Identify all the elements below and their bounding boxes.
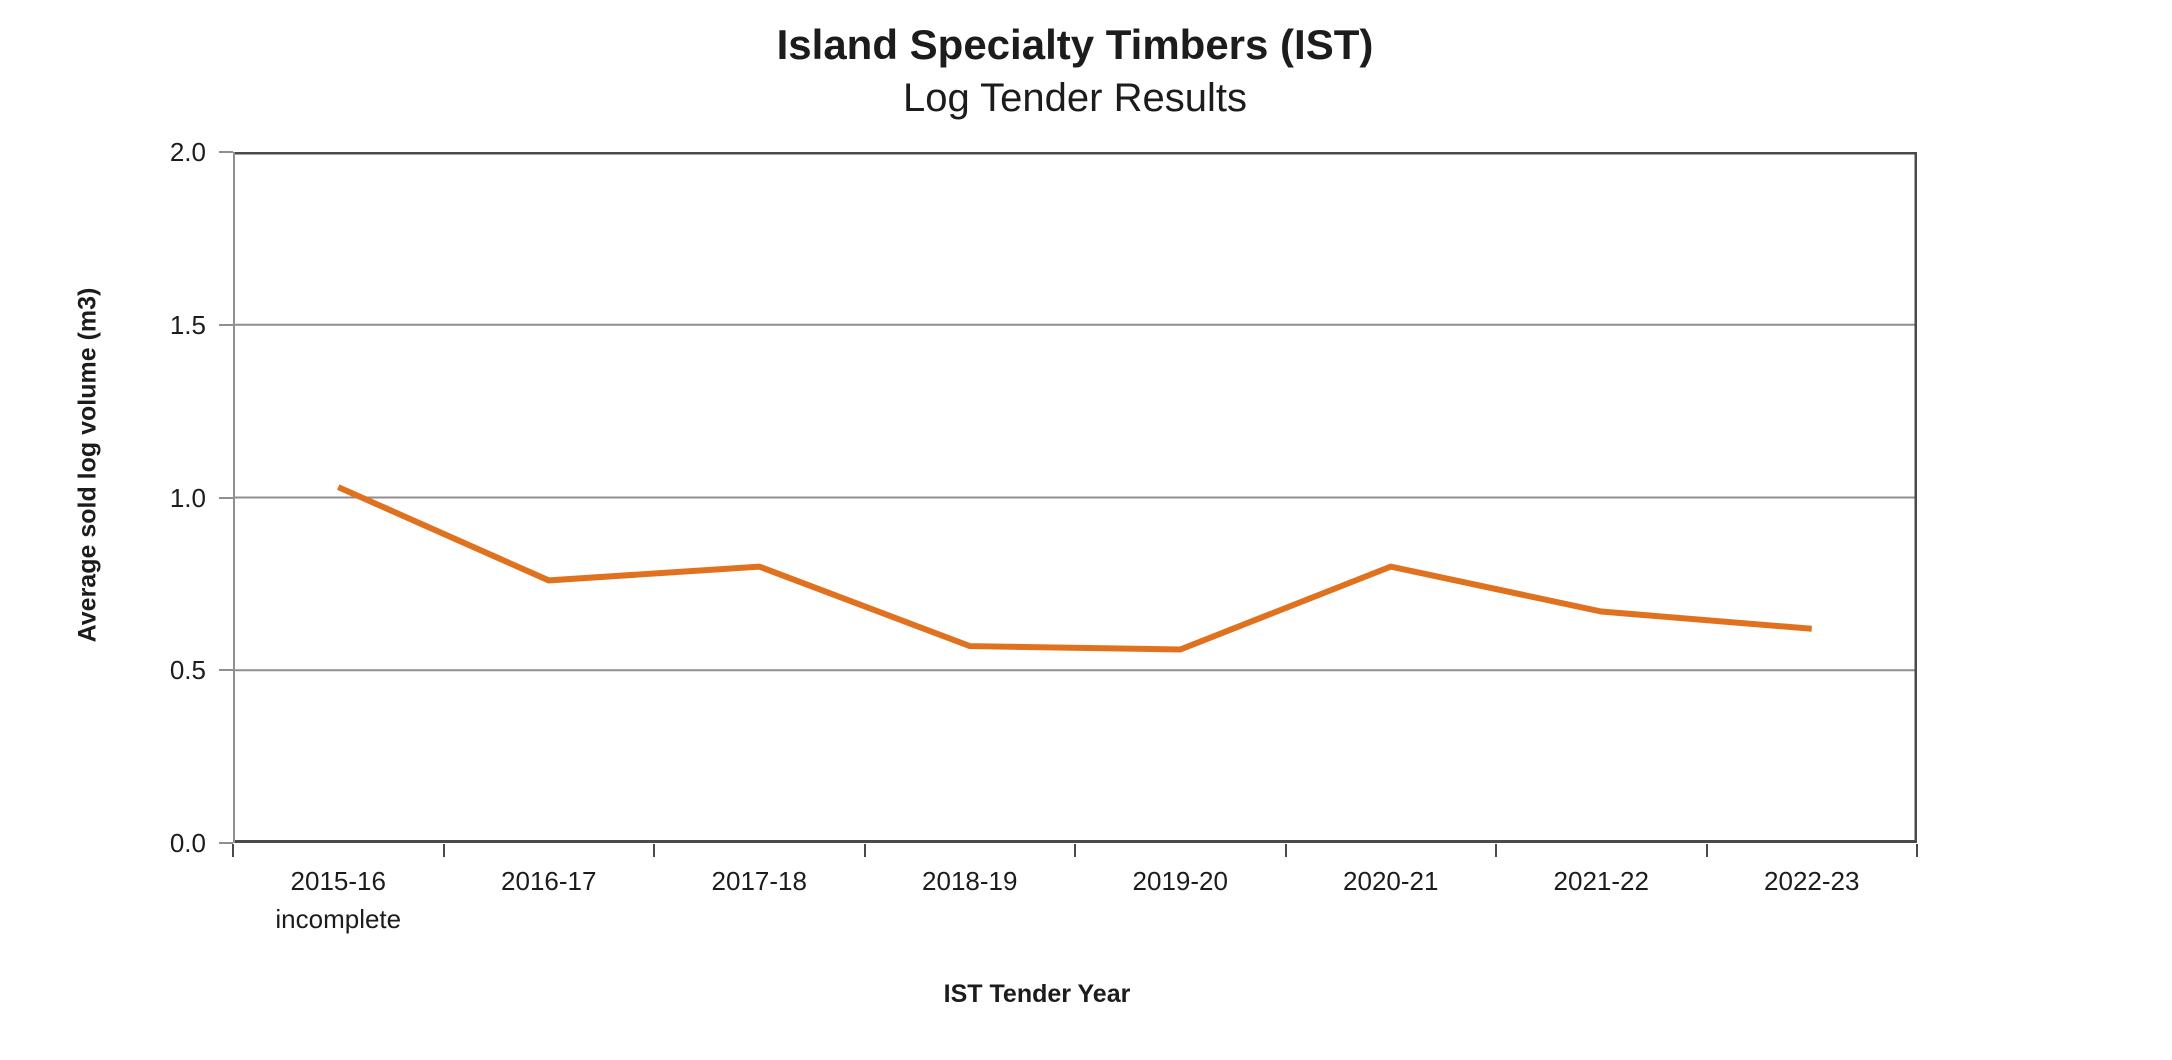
y-tick-mark	[219, 496, 233, 499]
x-tick-label: 2021-22	[1495, 862, 1707, 900]
x-tick-mark	[1705, 844, 1708, 857]
x-tick-label: 2019-20	[1074, 862, 1286, 900]
y-tick-label: 0.5	[169, 655, 206, 686]
x-tick-label: 2018-19	[864, 862, 1076, 900]
x-tick-label-line: 2016-17	[501, 866, 597, 896]
x-tick-mark	[863, 844, 866, 857]
x-tick-label-line: 2020-21	[1343, 866, 1439, 896]
y-tick-label: 1.5	[169, 309, 206, 340]
y-tick-mark	[219, 323, 233, 326]
y-tick-mark	[219, 669, 233, 672]
x-tick-label: 2022-23	[1706, 862, 1918, 900]
y-tick-mark	[219, 151, 233, 153]
y-tick-label: 0.0	[169, 828, 206, 858]
x-tick-label: 2016-17	[443, 862, 655, 900]
chart-subtitle: Log Tender Results	[903, 76, 1247, 120]
chart-title: Island Specialty Timbers (IST)	[776, 21, 1374, 68]
x-tick-label-line: incomplete	[275, 904, 402, 934]
x-tick-mark	[1495, 844, 1497, 857]
x-tick-mark	[1916, 844, 1918, 857]
y-tick-mark	[219, 842, 233, 844]
x-tick-label-line: 2019-20	[1132, 866, 1228, 896]
y-tick-label: 1.0	[169, 482, 206, 513]
x-tick-mark	[1074, 844, 1076, 857]
y-axis-title: Average sold log volume (m3)	[73, 287, 102, 643]
y-tick-label: 2.0	[169, 137, 206, 167]
x-tick-label: 2017-18	[653, 862, 865, 900]
x-axis-title: IST Tender Year	[943, 980, 1131, 1008]
x-tick-mark	[232, 844, 234, 857]
plot-area	[233, 152, 1917, 843]
x-tick-label-line: 2021-22	[1553, 866, 1649, 896]
x-tick-label-line: 2015-16	[290, 866, 386, 896]
series-line	[337, 484, 1812, 653]
x-tick-mark	[653, 844, 655, 857]
x-tick-label: 2020-21	[1285, 862, 1497, 900]
x-tick-mark	[442, 844, 445, 857]
x-tick-mark	[1284, 844, 1287, 857]
x-tick-label-line: 2022-23	[1764, 866, 1860, 896]
x-tick-label-line: 2018-19	[922, 866, 1018, 896]
x-tick-label: 2015-16 incomplete	[232, 862, 444, 938]
x-tick-label-line: 2017-18	[711, 866, 807, 896]
